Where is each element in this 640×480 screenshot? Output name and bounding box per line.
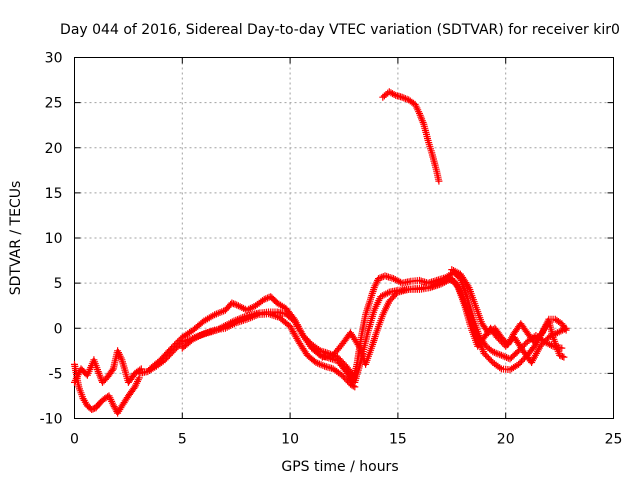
series-trace-9 <box>448 266 570 348</box>
y-tick-label: 5 <box>54 276 63 292</box>
x-axis: 0 5 10 15 20 25 <box>70 57 623 448</box>
y-axis: -10 -5 0 5 10 15 20 25 30 <box>40 51 614 428</box>
y-tick-label: 0 <box>54 321 63 337</box>
x-tick-label: 0 <box>70 432 79 448</box>
data-point-markers <box>379 88 443 185</box>
y-tick-label: 15 <box>45 186 63 202</box>
y-axis-title: SDTVAR / TECUs <box>8 181 24 296</box>
series-trace-8 <box>318 275 570 368</box>
x-tick-label: 10 <box>281 432 299 448</box>
series-trace-10 <box>379 88 443 185</box>
series-trace-2 <box>71 347 145 386</box>
x-axis-title: GPS time / hours <box>281 459 398 475</box>
data-series <box>71 88 570 417</box>
chart-title: Day 044 of 2016, Sidereal Day-to-day VTE… <box>60 22 620 38</box>
x-tick-label: 20 <box>497 432 515 448</box>
y-tick-label: 20 <box>45 141 63 157</box>
series-trace-5 <box>178 310 359 391</box>
data-point-markers <box>178 310 359 391</box>
y-tick-label: 10 <box>45 231 63 247</box>
data-point-markers <box>318 275 570 368</box>
y-tick-label: 25 <box>45 96 63 112</box>
y-tick-label: -5 <box>49 366 63 382</box>
data-point-markers <box>448 266 570 348</box>
x-tick-label: 25 <box>605 432 623 448</box>
y-tick-label: 30 <box>45 51 63 67</box>
data-point-markers <box>71 347 145 386</box>
x-tick-label: 5 <box>178 432 187 448</box>
x-tick-label: 15 <box>389 432 407 448</box>
y-tick-label: -10 <box>40 412 63 428</box>
